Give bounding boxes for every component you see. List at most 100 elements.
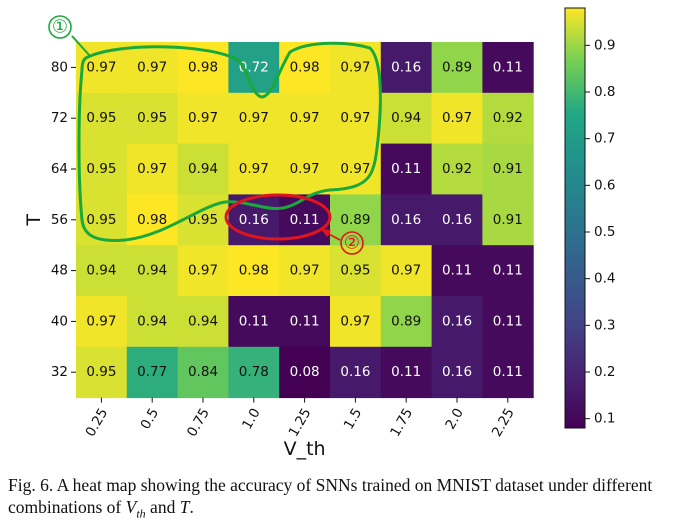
y-tick-label: 40 — [51, 313, 68, 329]
annotation-2-arrowhead — [321, 229, 331, 237]
y-tick-label: 80 — [51, 59, 68, 75]
heatmap-cell-label: 0.97 — [188, 110, 218, 126]
heatmap-cell-label: 0.94 — [137, 313, 167, 329]
heatmap-cell — [431, 245, 483, 297]
heatmap-cell — [279, 92, 331, 145]
heatmap-cell-label: 0.97 — [442, 110, 472, 126]
heatmap-cell-label: 0.89 — [340, 212, 370, 228]
heatmap-cell — [279, 143, 331, 195]
heatmap-cell-label: 0.89 — [442, 59, 472, 75]
y-tick-label: 56 — [51, 212, 68, 228]
heatmap-cell-label: 0.97 — [86, 313, 116, 329]
annotation-1-label: ① — [52, 17, 68, 38]
heatmap-cell-label: 0.97 — [340, 161, 370, 177]
heatmap-cell — [380, 92, 433, 145]
heatmap-cell — [431, 346, 483, 399]
colorbar-tick-label: 0.8 — [594, 84, 615, 100]
heatmap-cell-label: 0.11 — [493, 364, 523, 380]
colorbar-tick-label: 0.3 — [594, 317, 615, 333]
heatmap-cell — [482, 42, 534, 94]
heatmap-cell-label: 0.94 — [86, 263, 116, 279]
caption-suffix: . — [189, 497, 194, 517]
heatmap-cell-labels: 0.97 0.97 0.98 0.72 0.98 0.97 0.16 0.89 0.110.95… — [86, 59, 522, 380]
heatmap-cell — [431, 42, 483, 94]
x-tick-label: 1.0 — [239, 406, 264, 433]
x-tick-label: 1.5 — [341, 406, 366, 433]
heatmap-cell — [126, 346, 179, 399]
heatmap-cell-label: 0.84 — [188, 364, 218, 380]
heatmap-cell — [126, 42, 179, 94]
heatmap-cell-label: 0.94 — [188, 313, 218, 329]
heatmap-cell-label: 0.97 — [391, 263, 421, 279]
heatmap-cell-label: 0.94 — [188, 161, 218, 177]
heatmap-cell-label: 0.91 — [493, 212, 523, 228]
colorbar: 0.1 0.2 0.3 0.4 0.5 0.6 0.7 0.8 0.9 — [564, 7, 615, 429]
heatmap-cell — [76, 245, 128, 297]
colorbar-tick-label: 0.7 — [594, 131, 615, 147]
heatmap-cell-label: 0.11 — [493, 313, 523, 329]
heatmap-cell — [228, 92, 280, 145]
heatmap-cell — [431, 296, 483, 348]
heatmap-cell — [126, 92, 179, 145]
heatmap-cell-label: 0.95 — [137, 110, 167, 126]
heatmap-cell-label: 0.95 — [86, 364, 116, 380]
heatmap-cell-label: 0.91 — [493, 161, 523, 177]
heatmap-cell — [228, 245, 280, 297]
caption-var-v: Vth — [125, 497, 146, 521]
heatmap-cell — [482, 245, 534, 297]
heatmap-cell-label: 0.97 — [290, 110, 320, 126]
heatmap-cell — [76, 143, 128, 195]
heatmap-cell-label: 0.97 — [340, 59, 370, 75]
heatmap-cell-label: 0.95 — [86, 161, 116, 177]
heatmap-cell-label: 0.11 — [290, 212, 320, 228]
colorbar-gradient — [564, 7, 586, 429]
heatmap-cell-label: 0.95 — [86, 110, 116, 126]
heatmap-cell-label: 0.92 — [442, 161, 472, 177]
heatmap-cell — [177, 296, 229, 348]
heatmap-cell-label: 0.98 — [290, 59, 320, 75]
heatmap-cell — [228, 346, 280, 399]
heatmap-cell — [76, 92, 128, 145]
heatmap-cell-label: 0.94 — [391, 110, 421, 126]
heatmap-cell — [380, 346, 433, 399]
colorbar-tick-label: 0.2 — [594, 364, 615, 380]
heatmap-cell-label: 0.97 — [137, 59, 167, 75]
annotation-2-label: ② — [344, 233, 360, 254]
heatmap-cell-label: 0.97 — [340, 313, 370, 329]
annotations: ① ② — [48, 15, 382, 255]
annotation-1-marker — [48, 15, 72, 39]
y-tick-label: 32 — [51, 364, 68, 380]
heatmap-cell — [482, 143, 534, 195]
x-tick-label: 0.25 — [82, 406, 111, 440]
x-axis-label: V_th — [284, 438, 326, 460]
x-tick-label: 2.25 — [489, 406, 518, 440]
colorbar-tick-label: 0.4 — [594, 271, 615, 287]
heatmap-cell — [330, 194, 382, 246]
heatmap-cell — [330, 92, 382, 145]
heatmap-cell — [177, 346, 229, 399]
heatmap-cell — [126, 143, 179, 195]
heatmap-cell — [380, 194, 433, 246]
heatmap-cell — [177, 92, 229, 145]
heatmap-cell-label: 0.11 — [442, 263, 472, 279]
colorbar-tick-label: 0.6 — [594, 177, 615, 193]
heatmap-cell — [482, 92, 534, 145]
heatmap-cell — [126, 296, 179, 348]
heatmap-cell — [330, 346, 382, 399]
heatmap-cell-label: 0.94 — [137, 263, 167, 279]
heatmap-cell — [482, 194, 534, 246]
annotation-1-outline — [77, 41, 382, 242]
heatmap-cell — [228, 42, 280, 94]
annotation-2-pointer — [326, 232, 341, 241]
heatmap-cell-label: 0.97 — [290, 263, 320, 279]
x-tick-label: 0.5 — [138, 406, 163, 433]
figure-caption: Fig. 6. A heat map showing the accuracy … — [8, 474, 668, 525]
heatmap-cell — [330, 296, 382, 348]
heatmap-cell — [279, 296, 331, 348]
heatmap-cell-label: 0.97 — [290, 161, 320, 177]
heatmap-cell-label: 0.98 — [239, 263, 269, 279]
heatmap-cell — [380, 296, 433, 348]
x-tick-label: 1.25 — [286, 406, 315, 440]
heatmap-cell-label: 0.77 — [137, 364, 167, 380]
x-tick-label: 2.0 — [442, 406, 467, 433]
